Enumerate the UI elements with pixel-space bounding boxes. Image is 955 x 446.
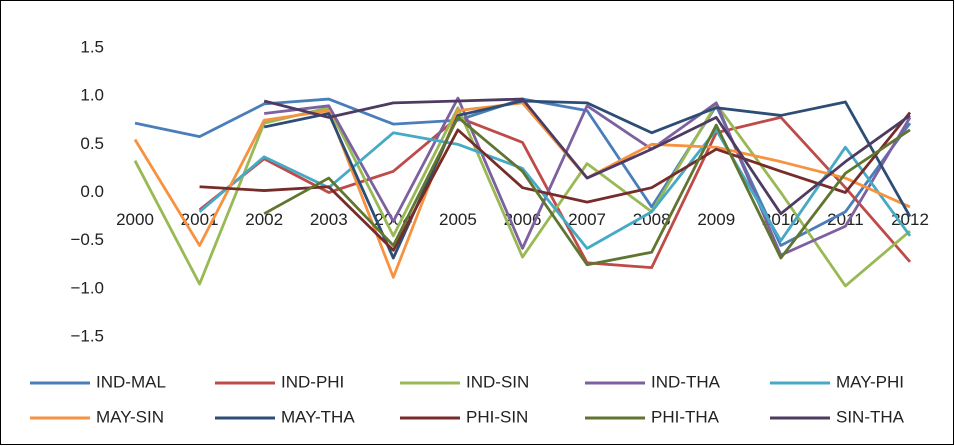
- x-tick-label: 2007: [568, 210, 606, 229]
- y-tick-label: 1.0: [80, 86, 104, 105]
- legend-label: MAY-SIN: [96, 407, 164, 426]
- series-line: [199, 111, 912, 252]
- x-tick-label: 2009: [697, 210, 735, 229]
- series-line: [133, 101, 911, 279]
- series-line: [264, 96, 912, 257]
- legend-label: PHI-SIN: [466, 407, 528, 426]
- y-tick-label: 0.5: [80, 134, 104, 153]
- legend-label: MAY-THA: [281, 407, 355, 426]
- x-tick-label: 2008: [633, 210, 671, 229]
- series-line: [263, 99, 912, 260]
- legend-label: IND-PHI: [281, 372, 344, 391]
- x-tick-label: 2011: [827, 210, 864, 229]
- legend-label: SIN-THA: [836, 407, 905, 426]
- series-line: [263, 115, 911, 267]
- y-tick-label: 0.0: [80, 182, 104, 201]
- legend-label: MAY-PHI: [836, 372, 904, 391]
- x-tick-label: 2003: [310, 210, 348, 229]
- series-line: [263, 97, 911, 216]
- legend-label: IND-THA: [651, 372, 721, 391]
- x-tick-label: 2002: [245, 210, 283, 229]
- y-tick-label: 1.5: [80, 37, 104, 56]
- y-tick-label: −0.5: [70, 230, 104, 249]
- legend-label: IND-SIN: [466, 372, 529, 391]
- legend-label: PHI-THA: [651, 407, 720, 426]
- y-tick-label: −1.0: [70, 278, 104, 297]
- x-tick-label: 2005: [439, 210, 477, 229]
- x-tick-label: 2000: [116, 210, 154, 229]
- legend-label: IND-MAL: [96, 372, 166, 391]
- y-tick-label: −1.5: [70, 326, 104, 345]
